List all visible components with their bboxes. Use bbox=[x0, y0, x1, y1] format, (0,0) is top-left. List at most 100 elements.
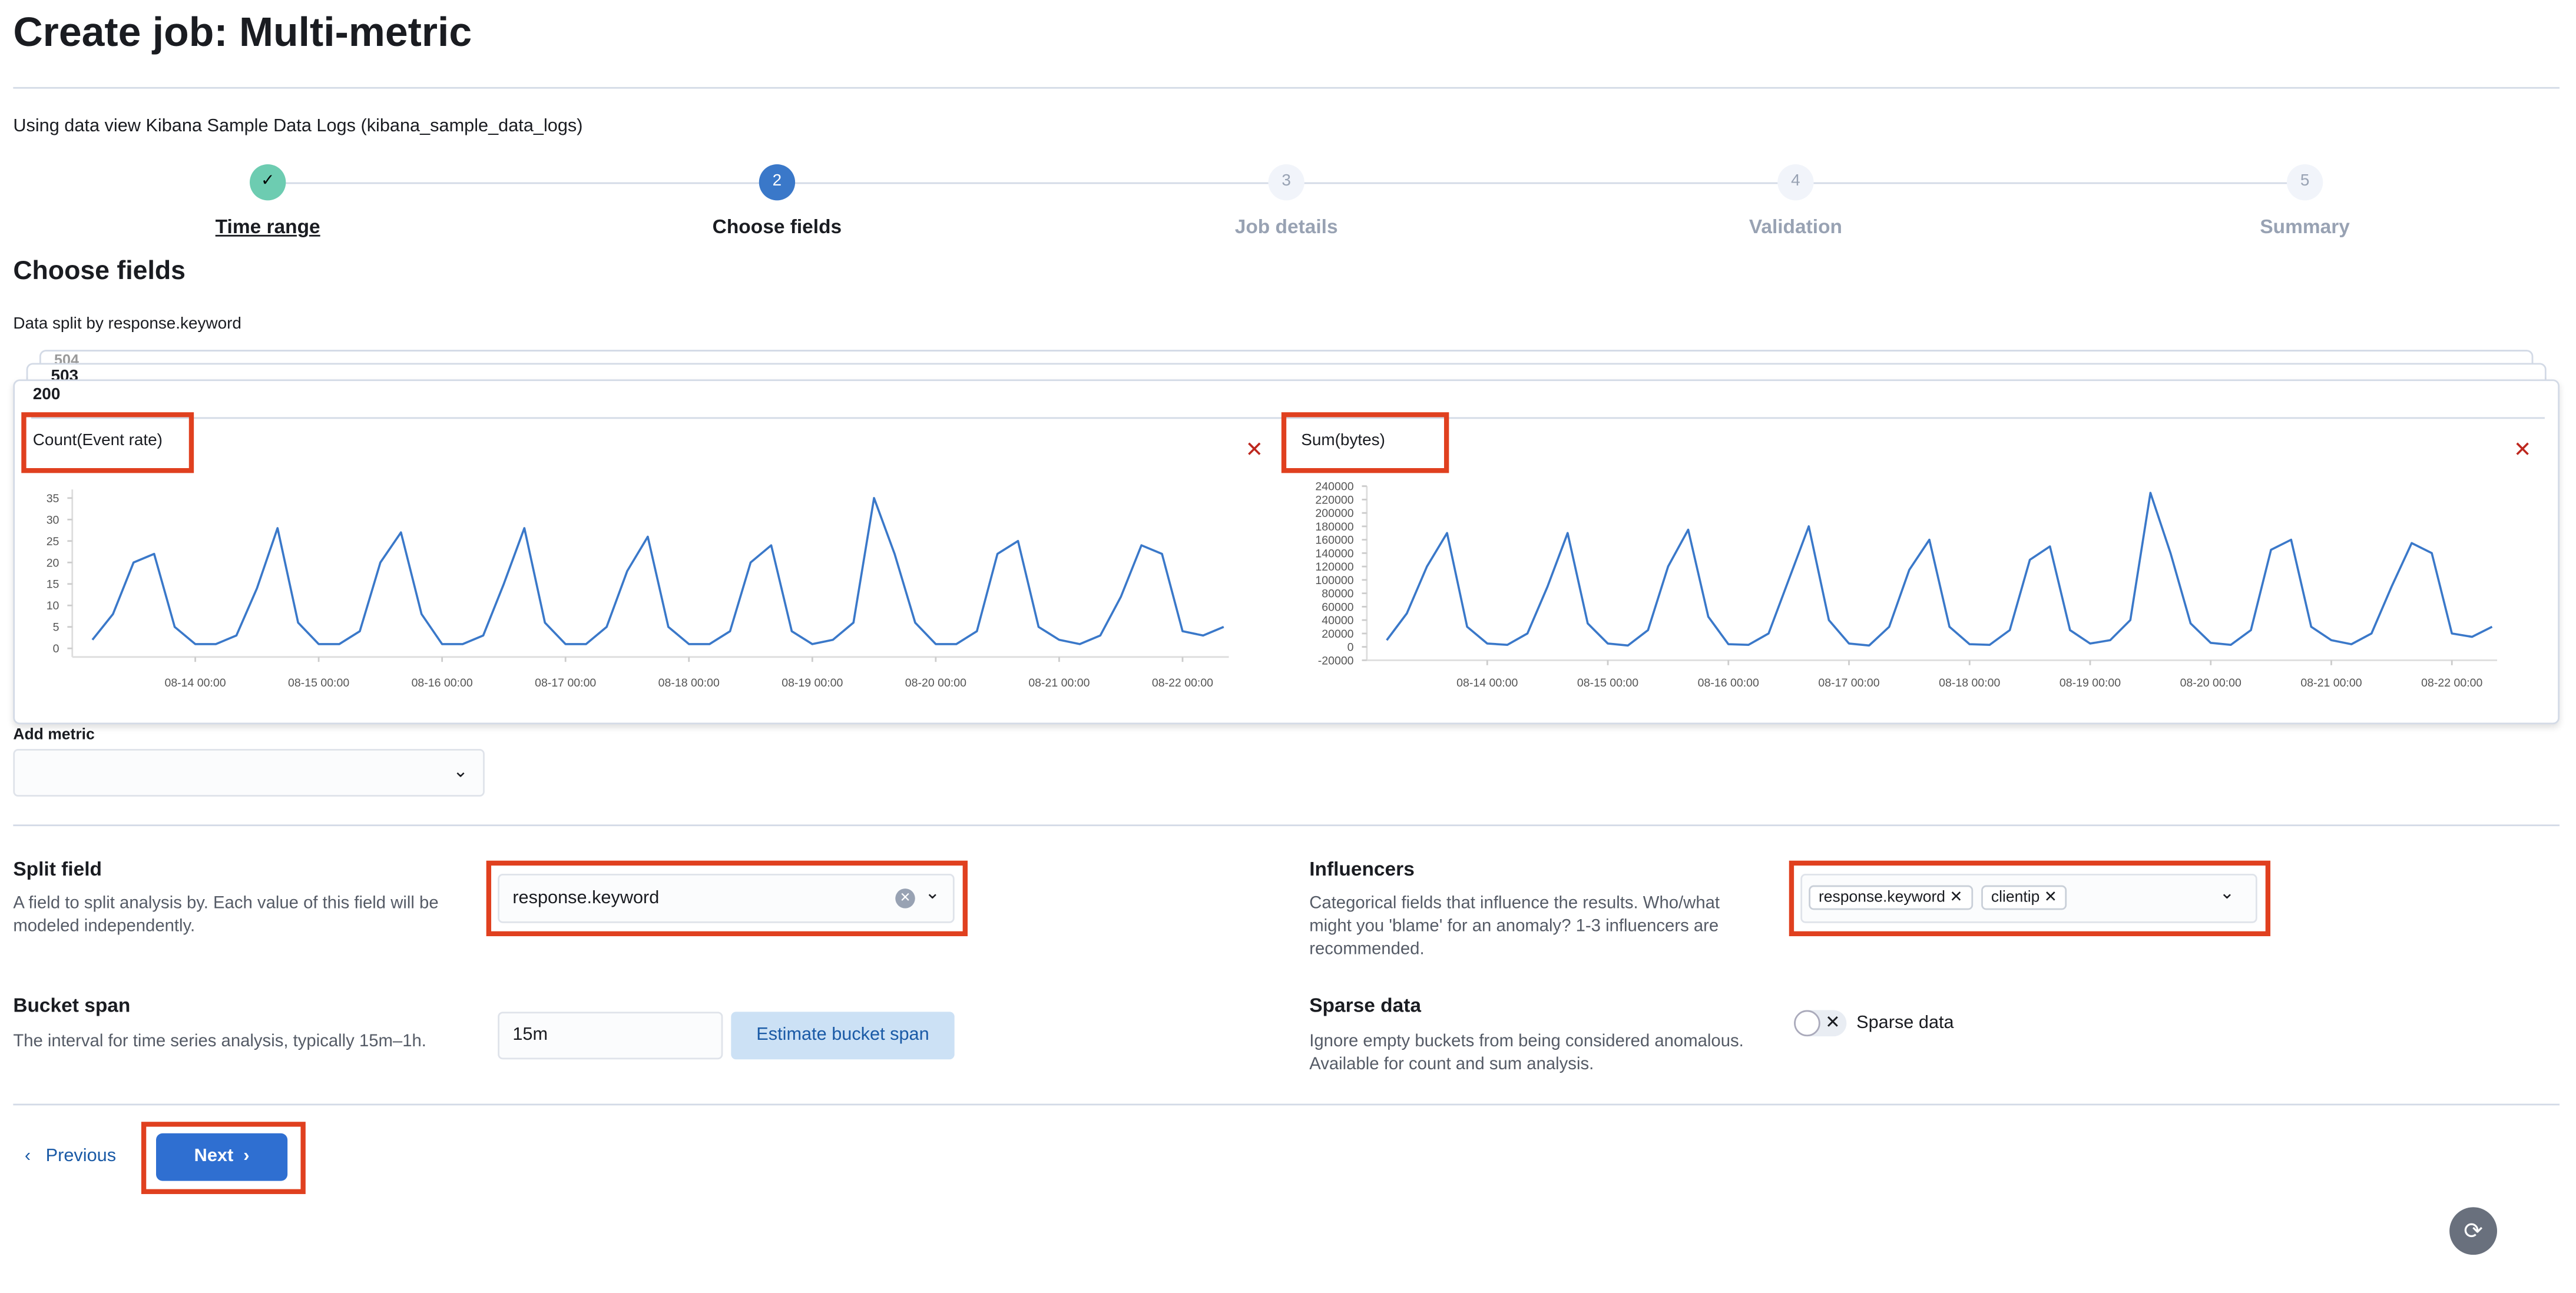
add-metric-label: Add metric bbox=[13, 725, 95, 744]
x-tick-label: 08-19 00:00 bbox=[782, 677, 843, 689]
step-label: Choose fields bbox=[712, 215, 842, 238]
data-view: Using data view Kibana Sample Data Logs … bbox=[13, 117, 583, 137]
chart: -200000200004000060000800001000001200001… bbox=[1315, 480, 2498, 689]
chart-title: Count(Event rate) bbox=[32, 432, 163, 450]
y-tick-label: 140000 bbox=[1315, 547, 1353, 560]
highlight bbox=[21, 412, 194, 473]
chip-label: response.keyword bbox=[1818, 888, 1946, 907]
estimate-button[interactable]: Estimate bucket span bbox=[731, 1012, 955, 1060]
y-tick-label: 5 bbox=[53, 621, 59, 634]
y-tick-label: 20 bbox=[47, 556, 59, 569]
step-done-icon: ✓ bbox=[250, 164, 286, 201]
x-tick-label: 08-18 00:00 bbox=[658, 677, 720, 689]
card-label: 200 bbox=[32, 386, 61, 405]
divider bbox=[13, 87, 2560, 89]
add-metric-select[interactable]: ⌄ bbox=[13, 749, 485, 797]
y-tick-label: 25 bbox=[47, 535, 59, 548]
x-tick-label: 08-15 00:00 bbox=[288, 677, 349, 689]
toggle-label: Sparse data bbox=[1856, 1013, 1954, 1033]
line-series bbox=[1386, 492, 2493, 647]
field-description: A field to split analysis by. Each value… bbox=[13, 893, 439, 937]
divider bbox=[31, 417, 2545, 419]
y-tick-label: 200000 bbox=[1315, 507, 1353, 520]
highlight bbox=[1789, 860, 2271, 937]
highlight bbox=[486, 860, 968, 937]
refresh-button[interactable]: ⟳ bbox=[2449, 1207, 2498, 1255]
chip-label: clientip bbox=[1991, 888, 2040, 907]
y-tick-label: 180000 bbox=[1315, 520, 1353, 533]
highlight bbox=[141, 1122, 306, 1194]
x-tick-label: 08-22 00:00 bbox=[2421, 677, 2482, 689]
chip[interactable]: response.keyword ✕ bbox=[1809, 885, 1973, 910]
bucket-span-input[interactable]: 15m bbox=[498, 1012, 723, 1060]
y-tick-label: 120000 bbox=[1315, 561, 1353, 573]
x-tick-label: 08-19 00:00 bbox=[2060, 677, 2121, 689]
x-tick-label: 08-21 00:00 bbox=[2300, 677, 2362, 689]
y-tick-label: 30 bbox=[47, 513, 59, 526]
x-tick-label: 08-15 00:00 bbox=[1577, 677, 1638, 689]
x-tick-label: 08-14 00:00 bbox=[164, 677, 226, 689]
chart: 0 5 10 15 20 25 30 35 08-14 00:00 08-15 00:00 08-1… bbox=[47, 489, 1229, 689]
remove-icon[interactable]: ✕ bbox=[2513, 437, 2532, 462]
next-button[interactable]: Next › bbox=[156, 1133, 288, 1181]
x-tick-label: 08-16 00:00 bbox=[1698, 677, 1759, 689]
remove-icon[interactable]: ✕ bbox=[1245, 437, 1263, 462]
chip[interactable]: clientip ✕ bbox=[1981, 885, 2067, 910]
field-title: Influencers bbox=[1309, 857, 1415, 881]
x-tick-label: 08-18 00:00 bbox=[1939, 677, 2000, 689]
button-label: Next bbox=[194, 1146, 234, 1166]
influencers-select[interactable]: response.keyword ✕ clientip ✕ ⌄ bbox=[1800, 874, 2257, 923]
previous-button[interactable]: ‹ Previous bbox=[24, 1146, 117, 1166]
toggle[interactable]: ✕ bbox=[1794, 1010, 1847, 1037]
y-tick-label: -20000 bbox=[1318, 654, 1354, 667]
step-number: 3 bbox=[1268, 164, 1304, 201]
x-tick-label: 08-16 00:00 bbox=[412, 677, 473, 689]
field-description: The interval for time series analysis, t… bbox=[13, 1031, 426, 1052]
x-tick-label: 08-20 00:00 bbox=[905, 677, 966, 689]
y-tick-label: 220000 bbox=[1315, 493, 1353, 506]
x-tick-label: 08-20 00:00 bbox=[2180, 677, 2241, 689]
field-description: Ignore empty buckets from being consider… bbox=[1309, 1031, 1744, 1075]
split-field-select[interactable]: response.keyword ✕ ⌄ bbox=[498, 874, 955, 923]
y-tick-label: 0 bbox=[53, 642, 59, 655]
divider bbox=[13, 1103, 2560, 1106]
step-number: 5 bbox=[2286, 164, 2323, 201]
select-value: response.keyword bbox=[512, 888, 660, 909]
y-tick-label: 10 bbox=[47, 599, 59, 612]
step-label[interactable]: Time range bbox=[215, 215, 320, 238]
x-tick-label: 08-17 00:00 bbox=[535, 677, 596, 689]
y-tick-label: 0 bbox=[1347, 641, 1354, 654]
x-tick-label: 08-21 00:00 bbox=[1028, 677, 1090, 689]
field-title: Split field bbox=[13, 857, 102, 881]
field-title: Bucket span bbox=[13, 993, 131, 1017]
chart-title: Sum(bytes) bbox=[1301, 432, 1385, 450]
field-title: Sparse data bbox=[1309, 993, 1422, 1017]
line-series bbox=[91, 497, 1224, 645]
x-tick-label: 08-17 00:00 bbox=[1818, 677, 1879, 689]
step-label: Job details bbox=[1234, 215, 1338, 238]
section-title: Choose fields bbox=[13, 257, 186, 286]
step-label: Summary bbox=[2260, 215, 2350, 238]
split-note: Data split by response.keyword bbox=[13, 315, 241, 334]
step-number: 4 bbox=[1777, 164, 1814, 201]
input-value: 15m bbox=[512, 1025, 548, 1045]
y-tick-label: 60000 bbox=[1322, 601, 1353, 614]
step-number: 2 bbox=[759, 164, 796, 201]
step-label: Validation bbox=[1749, 215, 1842, 238]
divider bbox=[13, 824, 2560, 827]
y-tick-label: 20000 bbox=[1322, 628, 1353, 641]
button-label: Estimate bucket span bbox=[756, 1025, 929, 1045]
y-tick-label: 160000 bbox=[1315, 534, 1353, 547]
highlight bbox=[1281, 412, 1449, 473]
page-title: Create job: Multi-metric bbox=[13, 9, 472, 56]
y-tick-label: 40000 bbox=[1322, 614, 1353, 627]
y-tick-label: 15 bbox=[47, 578, 59, 591]
field-description: Categorical fields that influence the re… bbox=[1309, 893, 1720, 960]
button-label: Previous bbox=[45, 1146, 117, 1166]
x-tick-label: 08-14 00:00 bbox=[1456, 677, 1518, 689]
x-tick-label: 08-22 00:00 bbox=[1152, 677, 1213, 689]
y-tick-label: 240000 bbox=[1315, 480, 1353, 493]
y-tick-label: 100000 bbox=[1315, 574, 1353, 587]
